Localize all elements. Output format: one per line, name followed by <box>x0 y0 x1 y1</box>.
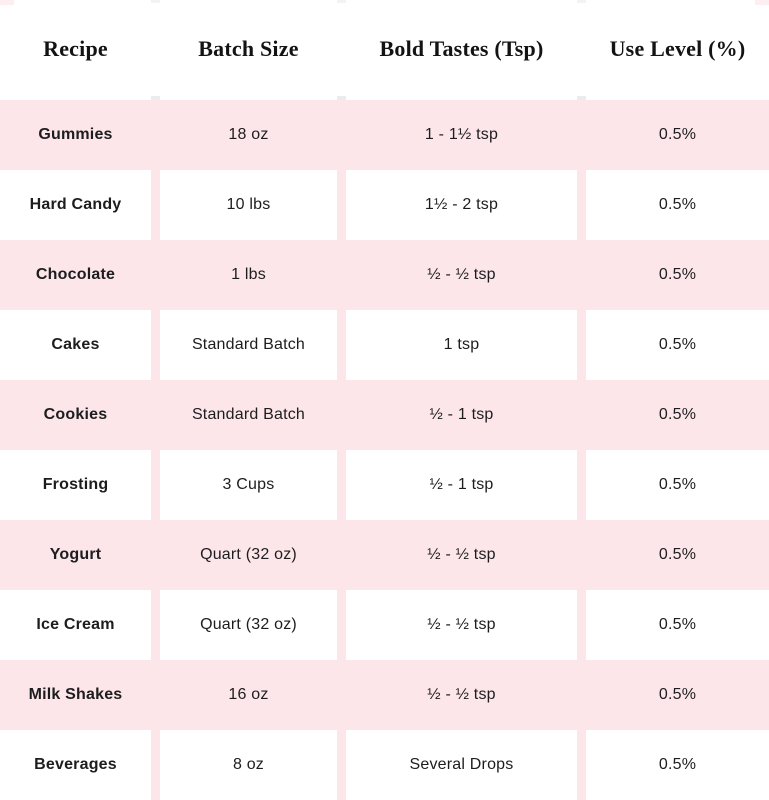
recipe-cell: Chocolate <box>0 240 151 310</box>
table-row: Ice Cream Quart (32 oz) ½ - ½ tsp 0.5% <box>0 590 769 660</box>
table-row: Beverages 8 oz Several Drops 0.5% <box>0 730 769 800</box>
batch-size-cell: Standard Batch <box>160 310 337 380</box>
column-header-batch-size: Batch Size <box>198 36 299 61</box>
bold-tastes-cell: ½ - ½ tsp <box>346 660 577 730</box>
batch-size-cell: Quart (32 oz) <box>160 520 337 590</box>
use-level-cell: 0.5% <box>586 380 769 450</box>
recipe-cell: Hard Candy <box>0 170 151 240</box>
bold-tastes-cell: ½ - ½ tsp <box>346 240 577 310</box>
use-level-cell: 0.5% <box>586 450 769 520</box>
bold-tastes-cell: 1 - 1½ tsp <box>346 100 577 170</box>
use-level-cell: 0.5% <box>586 590 769 660</box>
bold-tastes-cell: ½ - 1 tsp <box>346 450 577 520</box>
table-row: Hard Candy 10 lbs 1½ - 2 tsp 0.5% <box>0 170 769 240</box>
use-level-cell: 0.5% <box>586 100 769 170</box>
bold-tastes-cell: ½ - ½ tsp <box>346 590 577 660</box>
table-row: Frosting 3 Cups ½ - 1 tsp 0.5% <box>0 450 769 520</box>
bold-tastes-cell: ½ - ½ tsp <box>346 520 577 590</box>
table-body: Gummies 18 oz 1 - 1½ tsp 0.5% Hard Candy… <box>0 100 769 800</box>
table-row: Cakes Standard Batch 1 tsp 0.5% <box>0 310 769 380</box>
table-header-row: Recipe Batch Size Bold Tastes (Tsp) Use … <box>0 0 769 100</box>
bold-tastes-cell: Several Drops <box>346 730 577 800</box>
recipe-cell: Yogurt <box>0 520 151 590</box>
table-row: Yogurt Quart (32 oz) ½ - ½ tsp 0.5% <box>0 520 769 590</box>
bold-tastes-cell: ½ - 1 tsp <box>346 380 577 450</box>
recipe-cell: Gummies <box>0 100 151 170</box>
column-header-bold-tastes: Bold Tastes (Tsp) <box>379 36 544 61</box>
use-level-cell: 0.5% <box>586 730 769 800</box>
batch-size-cell: 1 lbs <box>160 240 337 310</box>
use-level-cell: 0.5% <box>586 170 769 240</box>
table-row: Milk Shakes 16 oz ½ - ½ tsp 0.5% <box>0 660 769 730</box>
recipe-cell: Milk Shakes <box>0 660 151 730</box>
use-level-cell: 0.5% <box>586 520 769 590</box>
batch-size-cell: 16 oz <box>160 660 337 730</box>
column-header-recipe: Recipe <box>43 36 108 61</box>
use-level-cell: 0.5% <box>586 240 769 310</box>
use-level-cell: 0.5% <box>586 660 769 730</box>
recipe-cell: Beverages <box>0 730 151 800</box>
table-row: Chocolate 1 lbs ½ - ½ tsp 0.5% <box>0 240 769 310</box>
table-row: Gummies 18 oz 1 - 1½ tsp 0.5% <box>0 100 769 170</box>
batch-size-cell: 18 oz <box>160 100 337 170</box>
column-header-use-level: Use Level (%) <box>609 36 746 61</box>
recipe-cell: Cookies <box>0 380 151 450</box>
batch-size-cell: 10 lbs <box>160 170 337 240</box>
bold-tastes-cell: 1 tsp <box>346 310 577 380</box>
bold-tastes-cell: 1½ - 2 tsp <box>346 170 577 240</box>
use-level-cell: 0.5% <box>586 310 769 380</box>
recipe-cell: Ice Cream <box>0 590 151 660</box>
batch-size-cell: Standard Batch <box>160 380 337 450</box>
batch-size-cell: Quart (32 oz) <box>160 590 337 660</box>
recipe-cell: Cakes <box>0 310 151 380</box>
recipe-cell: Frosting <box>0 450 151 520</box>
table-row: Cookies Standard Batch ½ - 1 tsp 0.5% <box>0 380 769 450</box>
batch-size-cell: 8 oz <box>160 730 337 800</box>
batch-size-cell: 3 Cups <box>160 450 337 520</box>
